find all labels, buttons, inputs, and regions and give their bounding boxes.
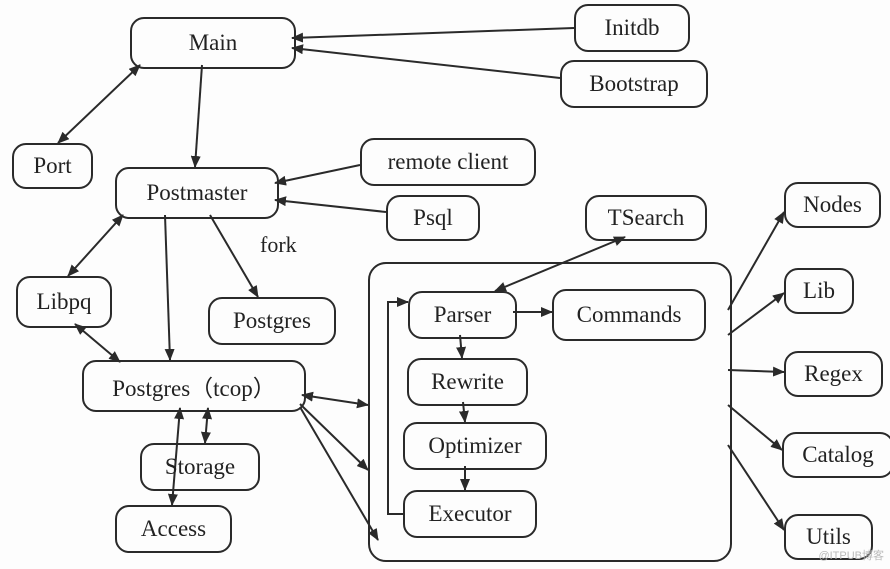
edge-label: fork xyxy=(260,232,297,258)
node-catalog: Catalog xyxy=(782,432,890,478)
node-remoteclient: remote client xyxy=(360,138,536,186)
edge-postgres_tcop-container2 xyxy=(300,404,368,470)
node-psql: Psql xyxy=(386,195,480,241)
node-postgres_tcop: Postgres（tcop） xyxy=(82,360,306,412)
node-tsearch: TSearch xyxy=(585,195,707,241)
edge-remoteclient-postmaster xyxy=(275,165,360,183)
watermark: @ITPUB博客 xyxy=(818,547,884,563)
node-access: Access xyxy=(115,505,232,553)
node-nodes: Nodes xyxy=(784,182,881,228)
edge-container-lib xyxy=(728,293,784,335)
node-initdb: Initdb xyxy=(574,4,690,52)
edge-psql-postmaster xyxy=(275,200,386,212)
edge-postmaster-postgres xyxy=(210,215,258,297)
edge-bootstrap-main xyxy=(292,48,560,78)
edge-container-utils xyxy=(728,445,784,530)
edge-container-regex xyxy=(728,370,784,372)
node-optimizer: Optimizer xyxy=(403,422,547,470)
node-postgres: Postgres xyxy=(208,297,336,345)
edge-postmaster-postgres_tcop xyxy=(165,215,170,360)
node-main: Main xyxy=(130,17,296,69)
edge-container-catalog xyxy=(728,405,782,450)
edge-libpq-postgres_tcop xyxy=(75,324,120,362)
node-parser: Parser xyxy=(408,291,517,339)
node-storage: Storage xyxy=(140,443,260,491)
node-bootstrap: Bootstrap xyxy=(560,60,708,108)
node-port: Port xyxy=(12,143,93,189)
node-lib: Lib xyxy=(784,268,854,314)
edge-main-postmaster xyxy=(195,65,202,167)
node-rewrite: Rewrite xyxy=(407,358,528,406)
edge-postmaster-libpq xyxy=(68,215,123,276)
node-libpq: Libpq xyxy=(16,276,112,328)
node-commands: Commands xyxy=(552,289,706,341)
node-executor: Executor xyxy=(403,490,537,538)
edge-postgres_tcop-container3 xyxy=(300,407,378,540)
edge-container-nodes xyxy=(728,212,784,310)
edge-postgres_tcop-storage xyxy=(205,408,208,443)
node-regex: Regex xyxy=(784,351,883,397)
edge-main-port xyxy=(58,65,140,143)
node-postmaster: Postmaster xyxy=(115,167,279,219)
edge-initdb-main xyxy=(292,28,574,38)
edge-postgres_tcop-container xyxy=(302,395,368,405)
